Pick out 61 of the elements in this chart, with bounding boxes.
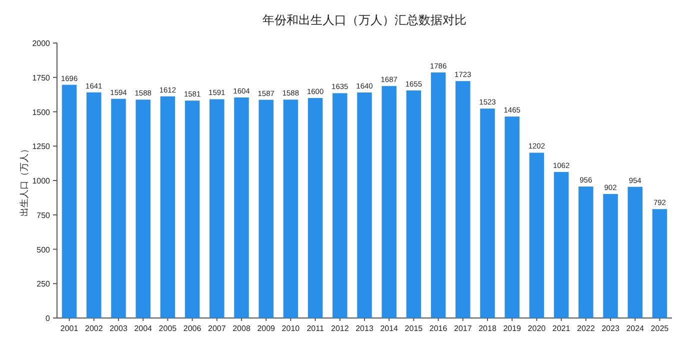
y-tick-label: 2000 — [32, 39, 51, 48]
x-tick-label: 2005 — [158, 324, 178, 333]
bar — [234, 97, 249, 318]
x-tick-label: 2025 — [650, 324, 670, 333]
bar — [456, 81, 470, 318]
x-tick-label: 2021 — [552, 324, 571, 333]
bar — [258, 100, 274, 318]
bar — [136, 100, 150, 318]
x-tick-label: 2004 — [134, 324, 153, 333]
x-tick-label: 2008 — [232, 324, 251, 333]
y-tick-label: 0 — [46, 314, 51, 323]
y-axis-title: 出生人口（万人） — [19, 144, 29, 216]
x-tick-label: 2006 — [183, 324, 202, 333]
x-tick-label: 2012 — [331, 324, 350, 333]
x-tick-label: 2016 — [429, 324, 448, 333]
x-tick-label: 2017 — [454, 324, 472, 333]
y-tick-label: 750 — [36, 210, 51, 220]
y-tick-label: 1750 — [32, 73, 51, 82]
x-tick-label: 2007 — [208, 324, 226, 333]
x-tick-label: 2024 — [626, 324, 645, 333]
bar — [628, 186, 642, 318]
bar — [308, 98, 323, 318]
bar — [652, 209, 668, 318]
bar — [603, 194, 618, 318]
x-tick-label: 2020 — [528, 324, 546, 333]
bar — [406, 90, 422, 318]
y-tick-label: 1000 — [32, 176, 51, 186]
bar — [283, 100, 298, 318]
x-tick-label: 2022 — [577, 324, 596, 333]
x-tick-label: 2018 — [478, 324, 497, 333]
bar — [332, 93, 348, 318]
x-tick-label: 2015 — [404, 324, 424, 333]
bar — [210, 99, 224, 318]
x-tick-label: 2013 — [356, 324, 374, 333]
y-tick-label: 250 — [36, 280, 51, 289]
x-tick-label: 2019 — [503, 324, 522, 333]
bar — [86, 92, 102, 318]
bar — [184, 100, 200, 318]
x-tick-label: 2001 — [60, 324, 79, 333]
bar — [504, 116, 520, 318]
bar — [357, 92, 372, 318]
y-tick-label: 1500 — [32, 108, 51, 117]
x-tick-label: 2002 — [85, 324, 104, 333]
bar — [529, 152, 544, 318]
y-tick-label: 500 — [36, 245, 51, 254]
x-tick-label: 2003 — [110, 324, 128, 333]
bar — [554, 172, 569, 318]
chart-title: 年份和出生人口（万人）汇总数据对比 — [262, 13, 466, 27]
x-tick-label: 2014 — [380, 324, 399, 333]
bar — [480, 108, 495, 318]
x-tick-label: 2011 — [306, 324, 324, 333]
bar — [382, 86, 396, 318]
x-tick-label: 2010 — [282, 324, 300, 333]
bar — [62, 84, 77, 318]
bar — [160, 96, 176, 318]
x-tick-label: 2009 — [257, 324, 276, 333]
bar — [111, 98, 126, 318]
bar — [430, 72, 446, 318]
x-tick-label: 2023 — [602, 324, 620, 333]
bar — [578, 186, 594, 318]
y-tick-label: 1250 — [32, 142, 51, 152]
